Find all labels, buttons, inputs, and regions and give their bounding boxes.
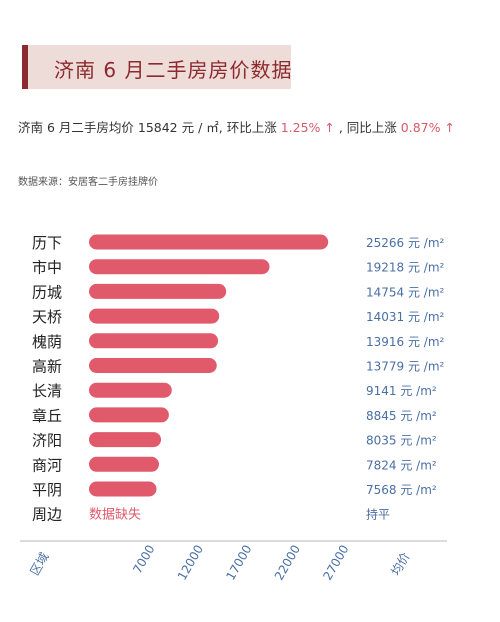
value-label: 19218 元 /m² [366, 261, 445, 275]
bar [89, 234, 329, 250]
tick-label: 27000 [320, 543, 351, 583]
value-label: 8035 元 /m² [366, 434, 437, 448]
bar [89, 481, 157, 497]
bar [89, 432, 162, 448]
value-label: 9141 元 /m² [366, 384, 437, 398]
summary-line: 济南 6 月二手房均价 15842 元 / ㎡, 环比上涨 1.25% ↑ , … [18, 117, 455, 136]
summary-prefix: 济南 6 月二手房均价 15842 元 / ㎡, 环比上涨 [18, 120, 281, 135]
value-label: 14754 元 /m² [366, 285, 445, 299]
bar [89, 407, 169, 423]
value-label: 13916 元 /m² [366, 335, 445, 349]
category-label: 济阳 [32, 432, 62, 450]
category-label: 平阴 [32, 481, 62, 499]
category-label: 天桥 [32, 308, 62, 326]
tick-label: 22000 [272, 543, 303, 583]
bar [89, 358, 217, 373]
value-label: 25266 元 /m² [366, 236, 445, 250]
category-label: 高新 [32, 358, 62, 376]
value-label: 8845 元 /m² [366, 409, 437, 423]
missing-data-label: 数据缺失 [89, 508, 141, 523]
bar [89, 382, 172, 398]
category-label: 市中 [32, 259, 62, 277]
bar [89, 308, 220, 324]
tick-label: 12000 [175, 543, 206, 583]
category-label: 商河 [32, 456, 62, 474]
yoy-change: 0.87% ↑ [400, 120, 455, 135]
value-label: 7568 元 /m² [366, 483, 437, 497]
bar [89, 456, 159, 472]
bar [89, 333, 219, 349]
value-label: 14031 元 /m² [366, 310, 445, 324]
tick-label: 17000 [223, 543, 254, 583]
category-label: 槐荫 [32, 333, 62, 351]
value-label: 7824 元 /m² [366, 458, 437, 472]
value-label: 13779 元 /m² [366, 360, 445, 374]
y-axis-title: 均价 [388, 550, 412, 578]
category-label: 周边 [32, 506, 62, 524]
category-label: 章丘 [32, 407, 62, 425]
x-axis-title: 区域 [27, 550, 51, 578]
bar [89, 259, 270, 275]
bar [89, 283, 227, 299]
category-label: 历下 [32, 234, 62, 252]
category-label: 长清 [32, 382, 62, 400]
tick-label: 7000 [130, 543, 157, 576]
data-source: 数据来源：安居客二手房挂牌价 [18, 177, 158, 188]
category-label: 历城 [32, 283, 62, 301]
page-title: 济南 6 月二手房房价数据 [54, 58, 293, 82]
title-box: 济南 6 月二手房房价数据 [22, 45, 291, 89]
summary-mid: , 同比上涨 [334, 120, 401, 135]
value-label: 持平 [366, 507, 390, 522]
mom-change: 1.25% ↑ [280, 120, 335, 135]
